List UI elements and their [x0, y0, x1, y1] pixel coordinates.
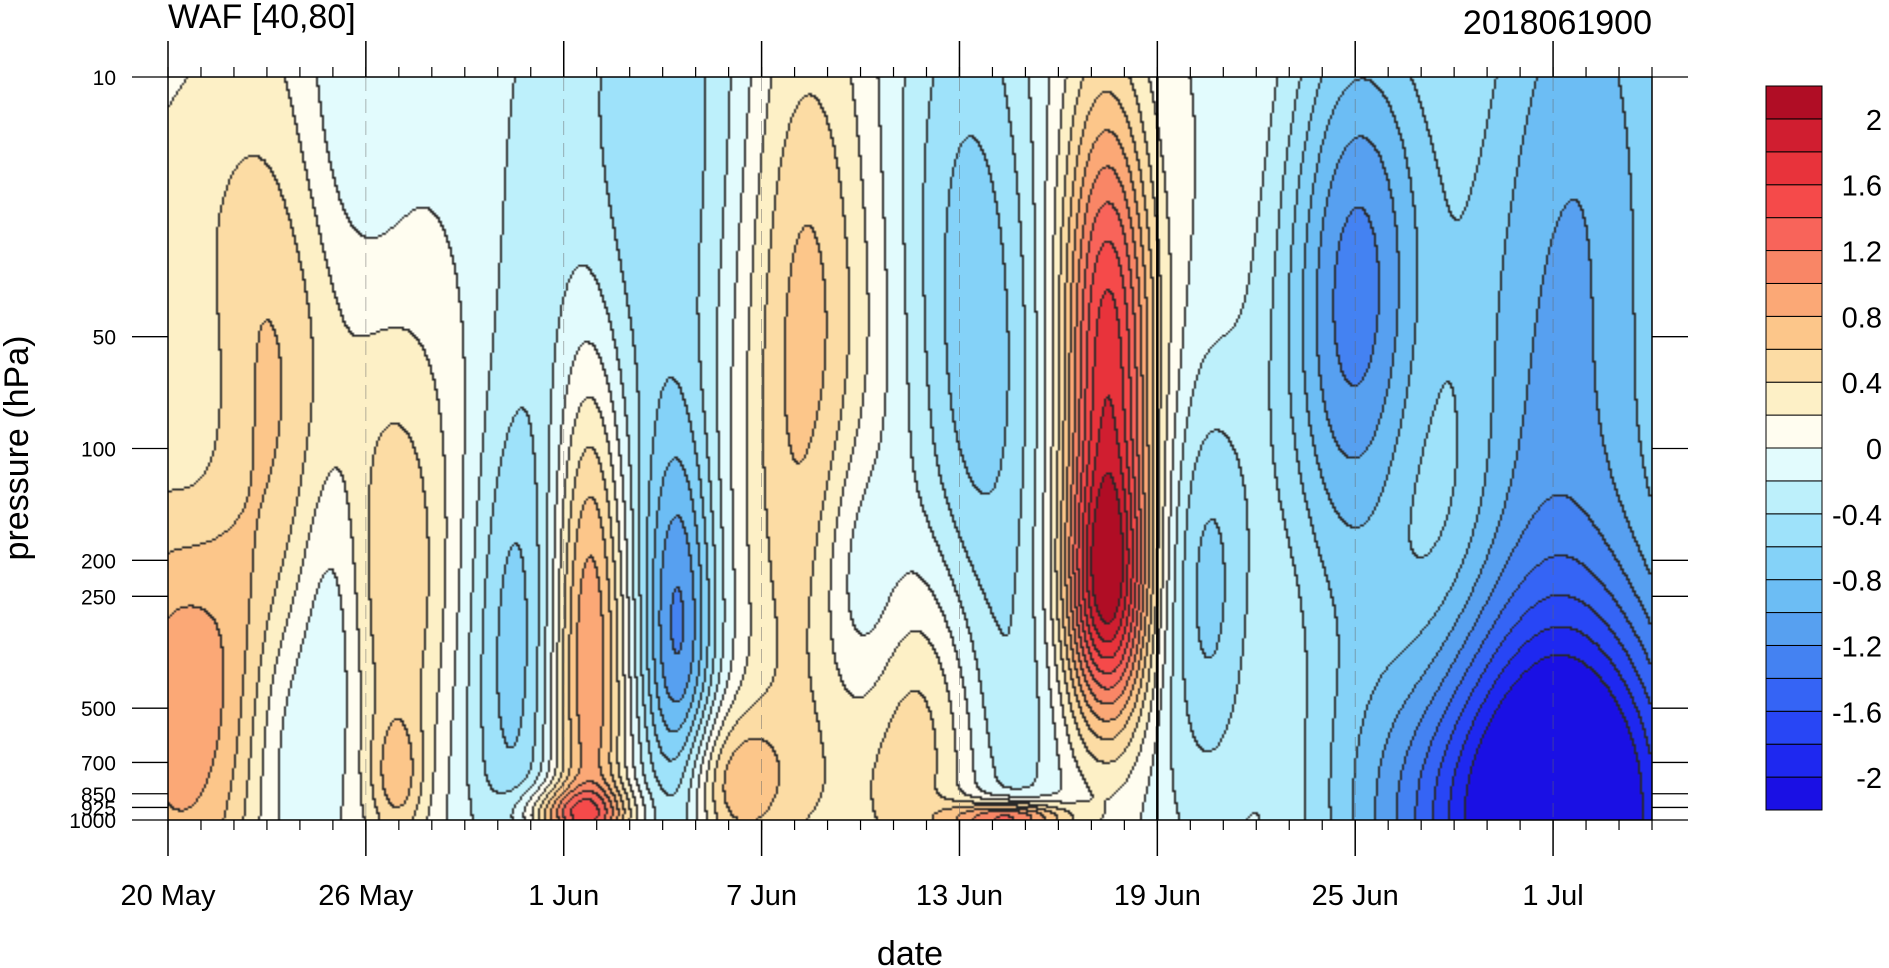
- colorbar-label: 0.8: [1842, 302, 1882, 334]
- colorbar-label: -0.8: [1832, 566, 1882, 598]
- colorbar-box: [1765, 151, 1823, 186]
- x-tick-label: 26 May: [318, 880, 414, 912]
- colorbar-box: [1765, 579, 1823, 614]
- waf-contour-field: [168, 77, 1652, 820]
- colorbar-box: [1765, 217, 1823, 252]
- chart-title-left: WAF [40,80]: [168, 0, 356, 36]
- colorbar-label: -2: [1856, 763, 1882, 795]
- colorbar-label: 1.6: [1842, 171, 1882, 203]
- x-axis: 20 May 26 May 1 Jun 7 Jun 13 Jun 19 Jun 25 Jun…: [120, 41, 1653, 912]
- colorbar-box: [1765, 85, 1823, 120]
- colorbar-label: 0: [1866, 434, 1882, 466]
- colorbar-box: [1765, 315, 1823, 350]
- y-tick-label: 50: [93, 327, 116, 350]
- y-tick-label: 1000: [69, 810, 116, 833]
- x-tick-label: 19 Jun: [1114, 880, 1201, 912]
- colorbar-box: [1765, 447, 1823, 482]
- y-tick-label: 200: [81, 550, 116, 573]
- y-tick-label: 250: [81, 586, 116, 609]
- y-tick-label: 10: [93, 67, 116, 90]
- colorbar-box: [1765, 480, 1823, 515]
- colorbar-box: [1765, 250, 1823, 284]
- colorbar-label: 2: [1866, 105, 1882, 137]
- colorbar-box: [1765, 677, 1823, 712]
- y-tick-label: 500: [81, 698, 116, 721]
- x-axis-label: date: [877, 935, 943, 968]
- colorbar-label: -1.6: [1832, 697, 1882, 729]
- y-tick-label: 700: [81, 752, 116, 775]
- colorbar-box: [1765, 710, 1823, 745]
- colorbar-label: -0.4: [1832, 500, 1882, 532]
- x-tick-label: 20 May: [120, 880, 216, 912]
- y-tick-label: 925: [81, 797, 116, 820]
- colorbar-box: [1765, 546, 1823, 581]
- colorbar-box: [1765, 743, 1823, 778]
- x-tick-label: 25 Jun: [1312, 880, 1399, 912]
- colorbar-box: [1765, 644, 1823, 679]
- colorbar-box: [1765, 513, 1823, 548]
- colorbar: 2 1.6 1.2 0.8 0.4 0 -0.4 -0.8 -1.2 -1.6 -2: [1765, 85, 1882, 811]
- x-tick-label: 1 Jun: [528, 880, 599, 912]
- x-tick-label: 7 Jun: [726, 880, 797, 912]
- colorbar-box: [1765, 118, 1823, 153]
- y-tick-label: 850: [81, 784, 116, 807]
- colorbar-box: [1765, 414, 1823, 449]
- colorbar-box: [1765, 184, 1823, 219]
- colorbar-label: 1.2: [1842, 237, 1882, 269]
- chart-title-right: 2018061900: [1463, 4, 1652, 42]
- y-tick-label: 100: [81, 439, 116, 462]
- colorbar-box: [1765, 612, 1823, 646]
- plot-area: [167, 76, 1653, 821]
- colorbar-box: [1765, 776, 1823, 811]
- colorbar-label: -1.2: [1832, 631, 1882, 663]
- colorbar-label: 0.4: [1842, 368, 1882, 400]
- colorbar-box: [1765, 381, 1823, 416]
- x-tick-label: 1 Jul: [1522, 880, 1583, 912]
- x-tick-label: 13 Jun: [916, 880, 1003, 912]
- y-axis-label: pressure (hPa): [0, 336, 36, 561]
- colorbar-box: [1765, 282, 1823, 317]
- colorbar-box: [1765, 348, 1823, 383]
